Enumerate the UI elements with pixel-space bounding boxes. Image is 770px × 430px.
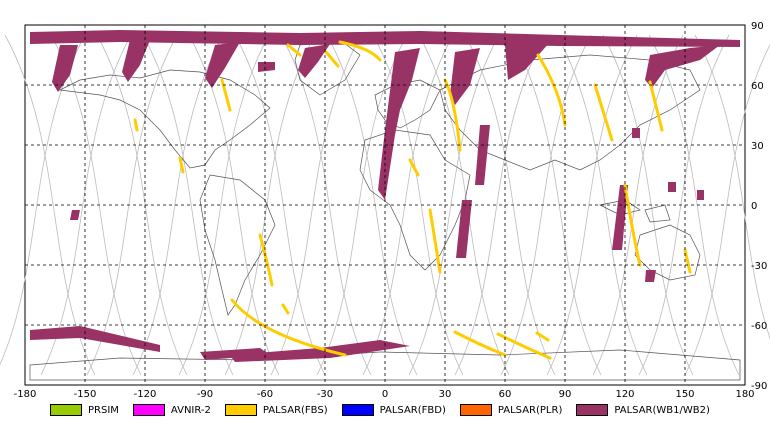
y-tick-label: 30	[751, 141, 764, 152]
orbit-track	[510, 34, 602, 376]
x-tick-label: 0	[382, 389, 388, 400]
orbit-track	[592, 34, 684, 376]
orbit-track	[408, 34, 500, 376]
orbit-track	[638, 34, 730, 376]
palsar-fbs-swaths	[133, 40, 692, 360]
y-tick-label: 60	[751, 81, 764, 92]
legend-item: PALSAR(PLR)	[459, 404, 563, 416]
x-tick-label: 90	[559, 389, 572, 400]
legend-swatch	[576, 404, 609, 416]
legend-label: PALSAR(FBD)	[379, 404, 446, 416]
legend-label: PRSIM	[88, 404, 119, 416]
y-tick-label: -30	[751, 261, 767, 272]
legend-item: PALSAR(FBD)	[341, 404, 446, 416]
legend-label: AVNIR-2	[170, 404, 211, 416]
legend-swatch	[224, 404, 257, 416]
x-tick-label: -180	[14, 389, 37, 400]
legend-item: AVNIR-2	[132, 404, 211, 416]
x-tick-label: 180	[735, 389, 754, 400]
orbit-track	[500, 34, 592, 376]
orbit-track	[362, 34, 454, 376]
y-tick-label: 0	[751, 201, 757, 212]
y-tick-label: -90	[751, 381, 767, 392]
orbit-track	[142, 34, 234, 376]
orbit-track	[546, 34, 638, 376]
y-tick-label: 90	[751, 21, 764, 32]
legend-item: PALSAR(FBS)	[224, 404, 328, 416]
orbit-track	[694, 34, 770, 340]
legend-label: PALSAR(PLR)	[497, 404, 563, 416]
y-tick-label: -60	[751, 321, 767, 332]
orbit-track	[602, 34, 694, 376]
graticule	[25, 25, 745, 385]
latitude-ticks: 90 60 30 0 -30 -60 -90	[751, 21, 767, 392]
orbit-track	[96, 34, 188, 376]
x-tick-label: 120	[615, 389, 634, 400]
legend: PRSIM AVNIR-2 PALSAR(FBS) PALSAR(FBD) PALSAR…	[50, 402, 710, 418]
orbit-track	[684, 43, 770, 376]
orbit-track	[50, 34, 142, 376]
orbit-track	[234, 34, 326, 376]
x-tick-label: -60	[257, 389, 273, 400]
orbit-track	[280, 34, 372, 376]
legend-swatch	[459, 404, 492, 416]
legend-item: PALSAR(WB1/WB2)	[576, 404, 710, 416]
legend-swatch	[132, 404, 165, 416]
legend-label: PALSAR(WB1/WB2)	[614, 404, 710, 416]
orbit-track	[178, 34, 270, 376]
orbit-track	[316, 34, 408, 376]
longitude-ticks: -180 -150 -120 -90 -60 -30 0 30 60 90 120 150 180	[14, 389, 755, 400]
x-tick-label: 150	[675, 389, 694, 400]
orbit-track	[270, 34, 362, 376]
legend-label: PALSAR(FBS)	[262, 404, 328, 416]
x-tick-label: 30	[439, 389, 452, 400]
orbit-track	[556, 34, 648, 376]
orbit-track	[648, 34, 740, 376]
x-tick-label: -150	[74, 389, 97, 400]
x-tick-label: 60	[499, 389, 512, 400]
legend-swatch	[50, 404, 82, 416]
legend-swatch	[341, 404, 374, 416]
orbit-track	[224, 34, 316, 376]
world-map: -180 -150 -120 -90 -60 -30 0 30 60 90 120 150 180 90…	[0, 21, 770, 400]
x-tick-label: -120	[134, 389, 157, 400]
orbit-track	[454, 34, 546, 376]
orbit-track	[132, 34, 224, 376]
x-tick-label: -90	[197, 389, 213, 400]
x-tick-label: -30	[317, 389, 333, 400]
orbit-track	[326, 34, 418, 376]
legend-item: PRSIM	[50, 404, 119, 416]
